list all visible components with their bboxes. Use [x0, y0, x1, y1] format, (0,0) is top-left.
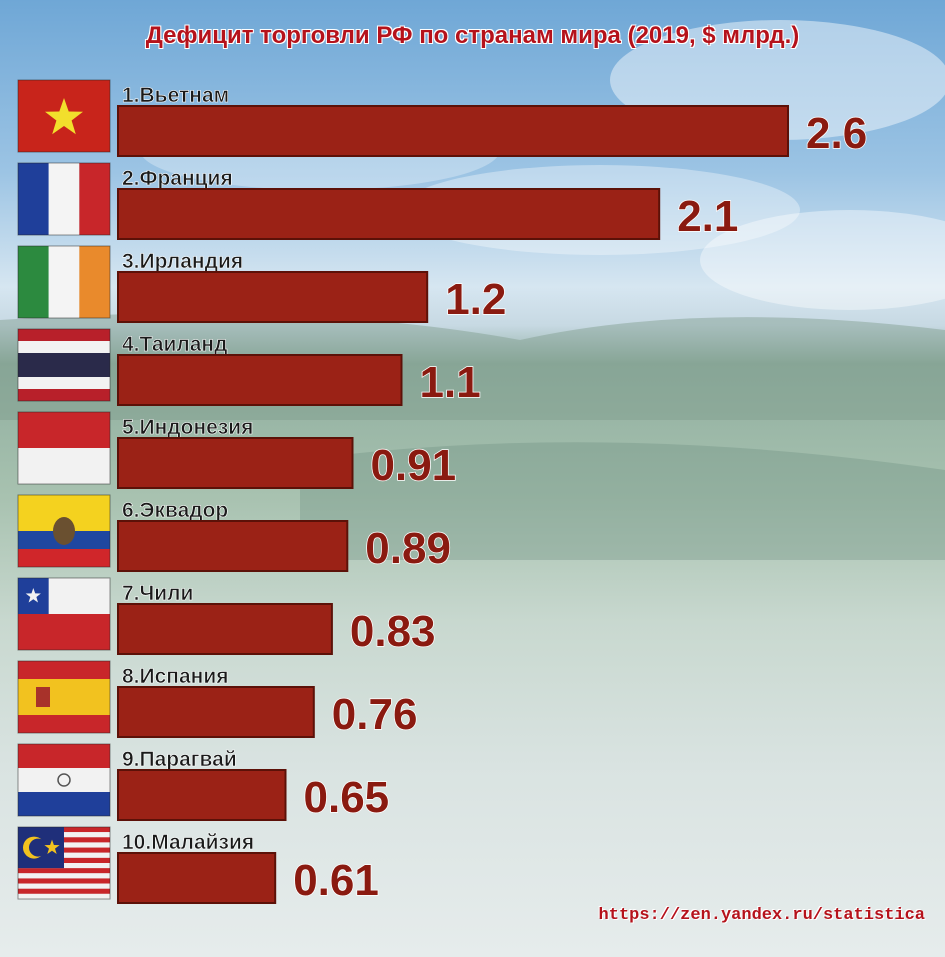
- bar: [117, 188, 661, 240]
- country-label: 6.Эквадор: [122, 499, 228, 522]
- source-link[interactable]: https://zen.yandex.ru/statistica: [598, 906, 925, 925]
- thailand-flag: [17, 328, 111, 402]
- bar: [117, 769, 287, 821]
- value-label: 1.2: [445, 275, 506, 324]
- country-label: 3.Ирландия: [122, 250, 243, 273]
- bar: [117, 603, 333, 655]
- vietnam-flag: [17, 79, 111, 153]
- country-label: 7.Чили: [122, 582, 193, 605]
- value-label: 2.1: [677, 192, 738, 241]
- bar: [117, 105, 789, 157]
- malaysia-flag: [17, 826, 111, 900]
- ireland-flag: [17, 245, 111, 319]
- ecuador-flag: [17, 494, 111, 568]
- country-label: 5.Индонезия: [122, 416, 253, 439]
- chart-title: Дефицит торговли РФ по странам мира (201…: [145, 22, 800, 49]
- country-label: 10.Малайзия: [122, 831, 254, 854]
- value-label: 0.76: [332, 690, 418, 739]
- value-label: 0.83: [350, 607, 436, 656]
- country-label: 9.Парагвай: [122, 748, 237, 771]
- country-label: 2.Франция: [122, 167, 233, 190]
- bar: [117, 520, 349, 572]
- value-label: 0.91: [371, 441, 457, 490]
- indonesia-flag: [17, 411, 111, 485]
- country-label: 4.Таиланд: [122, 333, 227, 356]
- chile-flag: [17, 577, 111, 651]
- country-label: 8.Испания: [122, 665, 229, 688]
- value-label: 0.89: [365, 524, 451, 573]
- france-flag: [17, 162, 111, 236]
- bar: [117, 437, 354, 489]
- country-label: 1.Вьетнам: [122, 84, 229, 107]
- bar: [117, 354, 403, 406]
- value-label: 0.65: [304, 773, 390, 822]
- spain-flag: [17, 660, 111, 734]
- bar: [117, 852, 277, 904]
- bar: [117, 686, 315, 738]
- bar: [117, 271, 429, 323]
- value-label: 1.1: [420, 358, 481, 407]
- paraguay-flag: [17, 743, 111, 817]
- value-label: 0.61: [293, 856, 379, 905]
- value-label: 2.6: [806, 109, 867, 158]
